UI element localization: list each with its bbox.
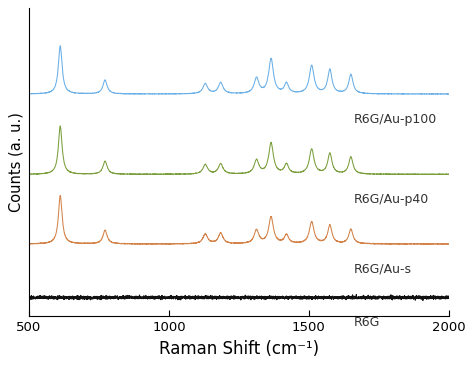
Text: R6G/Au-p100: R6G/Au-p100	[354, 113, 437, 126]
Text: R6G/Au-p40: R6G/Au-p40	[354, 193, 429, 206]
Text: R6G/Au-s: R6G/Au-s	[354, 263, 411, 276]
Text: R6G: R6G	[354, 316, 380, 329]
Y-axis label: Counts (a. u.): Counts (a. u.)	[9, 112, 23, 212]
X-axis label: Raman Shift (cm⁻¹): Raman Shift (cm⁻¹)	[159, 340, 319, 358]
